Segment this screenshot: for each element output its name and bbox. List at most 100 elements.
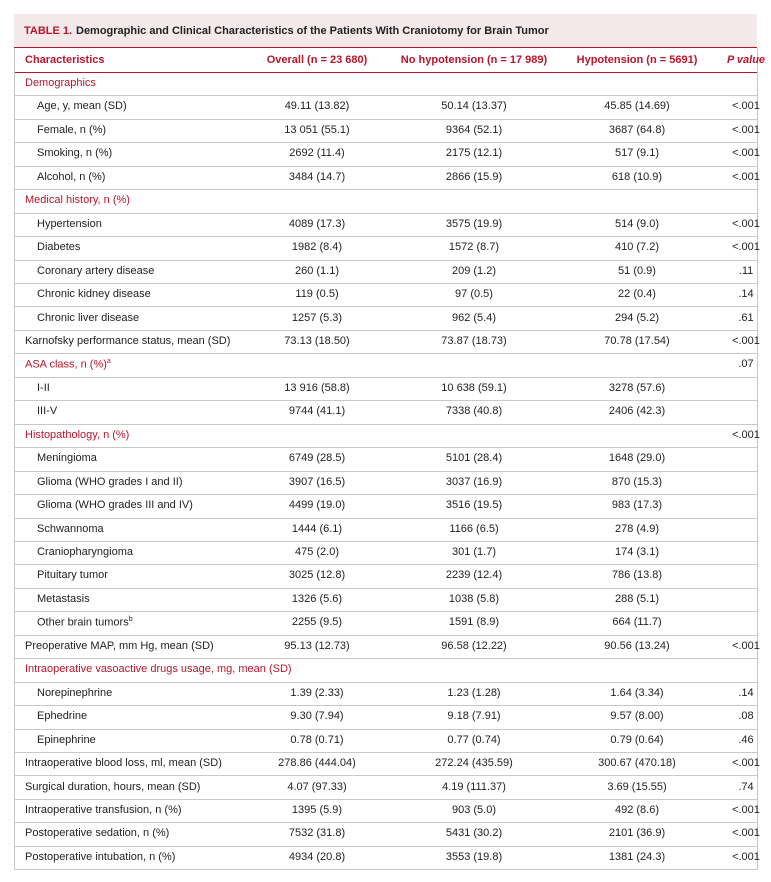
row-label-text: Other brain tumors [37,617,129,629]
row-label-text: Alcohol, n (%) [37,170,106,183]
section-heading-text: ASA class, n (%) [25,359,107,372]
table-row: Metastasis 1326 (5.6) 1038 (5.8) 288 (5.1) [14,587,758,613]
table-cell: .07 [738,358,754,371]
table-row: Female, n (%) 13 051 (55.1) 9364 (52.1) 368… [14,118,760,144]
footnote-mark: a [106,358,111,366]
table-cell: 278 (4.9) [614,522,660,535]
table-cell: 983 (17.3) [611,499,663,512]
table-cell: 517 (9.1) [614,147,660,160]
table-cell: 119 (0.5) [295,288,339,301]
table-cell: <.001 [732,850,760,863]
column-header: P value [726,54,766,66]
table-cell: <.001 [732,428,760,441]
table-cell: <.001 [732,757,760,770]
table-row: Characteristics Overall (n = 23 680) No hy… [14,48,765,73]
section-heading: Intraoperative vasoactive drugs usage, m… [25,663,292,675]
table-row: Surgical duration, hours, mean (SD) 4.07 … [14,775,758,800]
section-heading: Demographics [25,77,96,89]
table-cell: 45.85 (14.69) [604,100,670,113]
table-cell: 73.13 (18.50) [284,334,350,347]
table-cell: 475 (2.0) [294,546,340,558]
column-header: Hypotension (n = 5691) [576,54,698,66]
row-label: Hypertension [37,218,102,230]
column-header: No hypotension (n = 17 989) [400,54,548,66]
section-heading-text: Medical history, n (%) [25,194,130,207]
table-cell: 1648 (29.0) [608,452,666,465]
table-cell: 870 (15.3) [611,475,663,488]
row-label: Smoking, n (%) [37,147,112,159]
table-cell: 260 (1.1) [294,264,340,277]
row-label-text: I-II [37,381,50,394]
table-cell: 7532 (31.8) [288,827,346,840]
table-cell: 1038 (5.8) [448,592,500,605]
table-cell: 3037 (16.9) [445,475,503,488]
table-cell: 6749 (28.5) [288,452,346,465]
row-label: Other brain tumorsb [37,616,133,629]
table-cell: 618 (10.9) [611,170,663,183]
table-cell: 3484 (14.7) [288,170,346,183]
table-cell: 4.07 (97.33) [287,780,347,793]
row-label-text: Ephedrine [37,710,88,723]
table-cell: 13 916 (58.8) [284,381,350,394]
table-cell: 73.87 (18.73) [441,334,507,347]
table-cell: 95.13 (12.73) [284,639,350,652]
table-cell: 294 (5.2) [614,311,660,324]
row-label: Glioma (WHO grades III and IV) [37,499,193,511]
table-cell: 1591 (8.9) [448,616,500,629]
table-row: Age, y, mean (SD) 49.11 (13.82) 50.14 (13.… [14,95,760,120]
table-row: Other brain tumorsb 2255 (9.5) 1591 (8.9) 6… [14,611,758,636]
table-cell: 0.79 (0.64) [610,733,664,746]
row-label-text: Meningioma [37,452,97,465]
table-row: Craniopharyngioma 475 (2.0) 301 (1.7) 174 (… [14,541,758,566]
column-header: Overall (n = 23 680) [266,54,368,66]
row-label-text: Glioma (WHO grades I and II) [37,475,183,488]
table-cell: 2239 (12.4) [445,569,503,582]
table-cell: 10 638 (59.1) [441,381,507,394]
table-cell: 2255 (9.5) [291,616,343,629]
table-cell: 2406 (42.3) [608,405,666,418]
table-cell: .46 [738,733,754,746]
row-label: Craniopharyngioma [37,546,133,558]
row-label-text: Glioma (WHO grades III and IV) [37,499,193,512]
table-cell: <.001 [732,100,760,113]
table-cell: 9744 (41.1) [288,405,346,418]
table-cell: <.001 [732,217,760,230]
row-label: Meningioma [37,452,97,464]
row-label: III-V [37,405,57,417]
row-label-text: Epinephrine [37,733,96,746]
row-label: Epinephrine [37,734,96,746]
table-cell: 3553 (19.8) [445,850,503,863]
table-cell: 0.77 (0.74) [447,733,501,746]
table-cell: 3907 (16.5) [288,475,346,488]
table-cell: .14 [738,686,754,699]
table-label: TABLE 1. [24,25,73,37]
row-label-text: Diabetes [37,241,81,254]
row-label: Glioma (WHO grades I and II) [37,476,183,488]
table-cell: 209 (1.2) [451,264,497,277]
section-heading: Histopathology, n (%) [25,429,129,441]
table-row: Intraoperative vasoactive drugs usage, m… [14,658,758,683]
table-row: III-V 9744 (41.1) 7338 (40.8) 2406 (42.3) [14,400,758,425]
table-cell: 4.19 (111.37) [442,780,506,793]
row-label-text: III-V [37,405,58,418]
table-cell: 1.39 (2.33) [290,686,344,699]
row-label: Pituitary tumor [37,569,108,581]
table-cell: 1381 (24.3) [608,850,666,863]
table-row: Chronic kidney disease 119 (0.5) 97 (0.5) 2… [14,283,758,308]
section-heading-text: Histopathology, n (%) [25,428,130,441]
row-label: Postoperative sedation, n (%) [25,827,170,840]
row-label: Preoperative MAP, mm Hg, mean (SD) [25,639,214,652]
table-row: Demographics [14,72,758,97]
table-row: Glioma (WHO grades I and II) 3907 (16.5) 3… [14,470,758,496]
row-label-text: Age, y, mean (SD) [37,100,127,113]
table-row: Postoperative sedation, n (%) 7532 (31.8)… [14,822,760,847]
section-heading-text: Intraoperative vasoactive drugs usage, m… [25,663,292,676]
row-label-text: Smoking, n (%) [37,147,113,160]
table-title: Demographic and Clinical Characteristics… [76,25,549,37]
table-cell: 22 (0.4) [618,288,656,301]
row-label-text: Chronic kidney disease [37,288,151,301]
table-cell: .14 [738,288,754,301]
row-label-text: Metastasis [37,592,90,605]
table-cell: 3516 (19.5) [445,499,503,512]
